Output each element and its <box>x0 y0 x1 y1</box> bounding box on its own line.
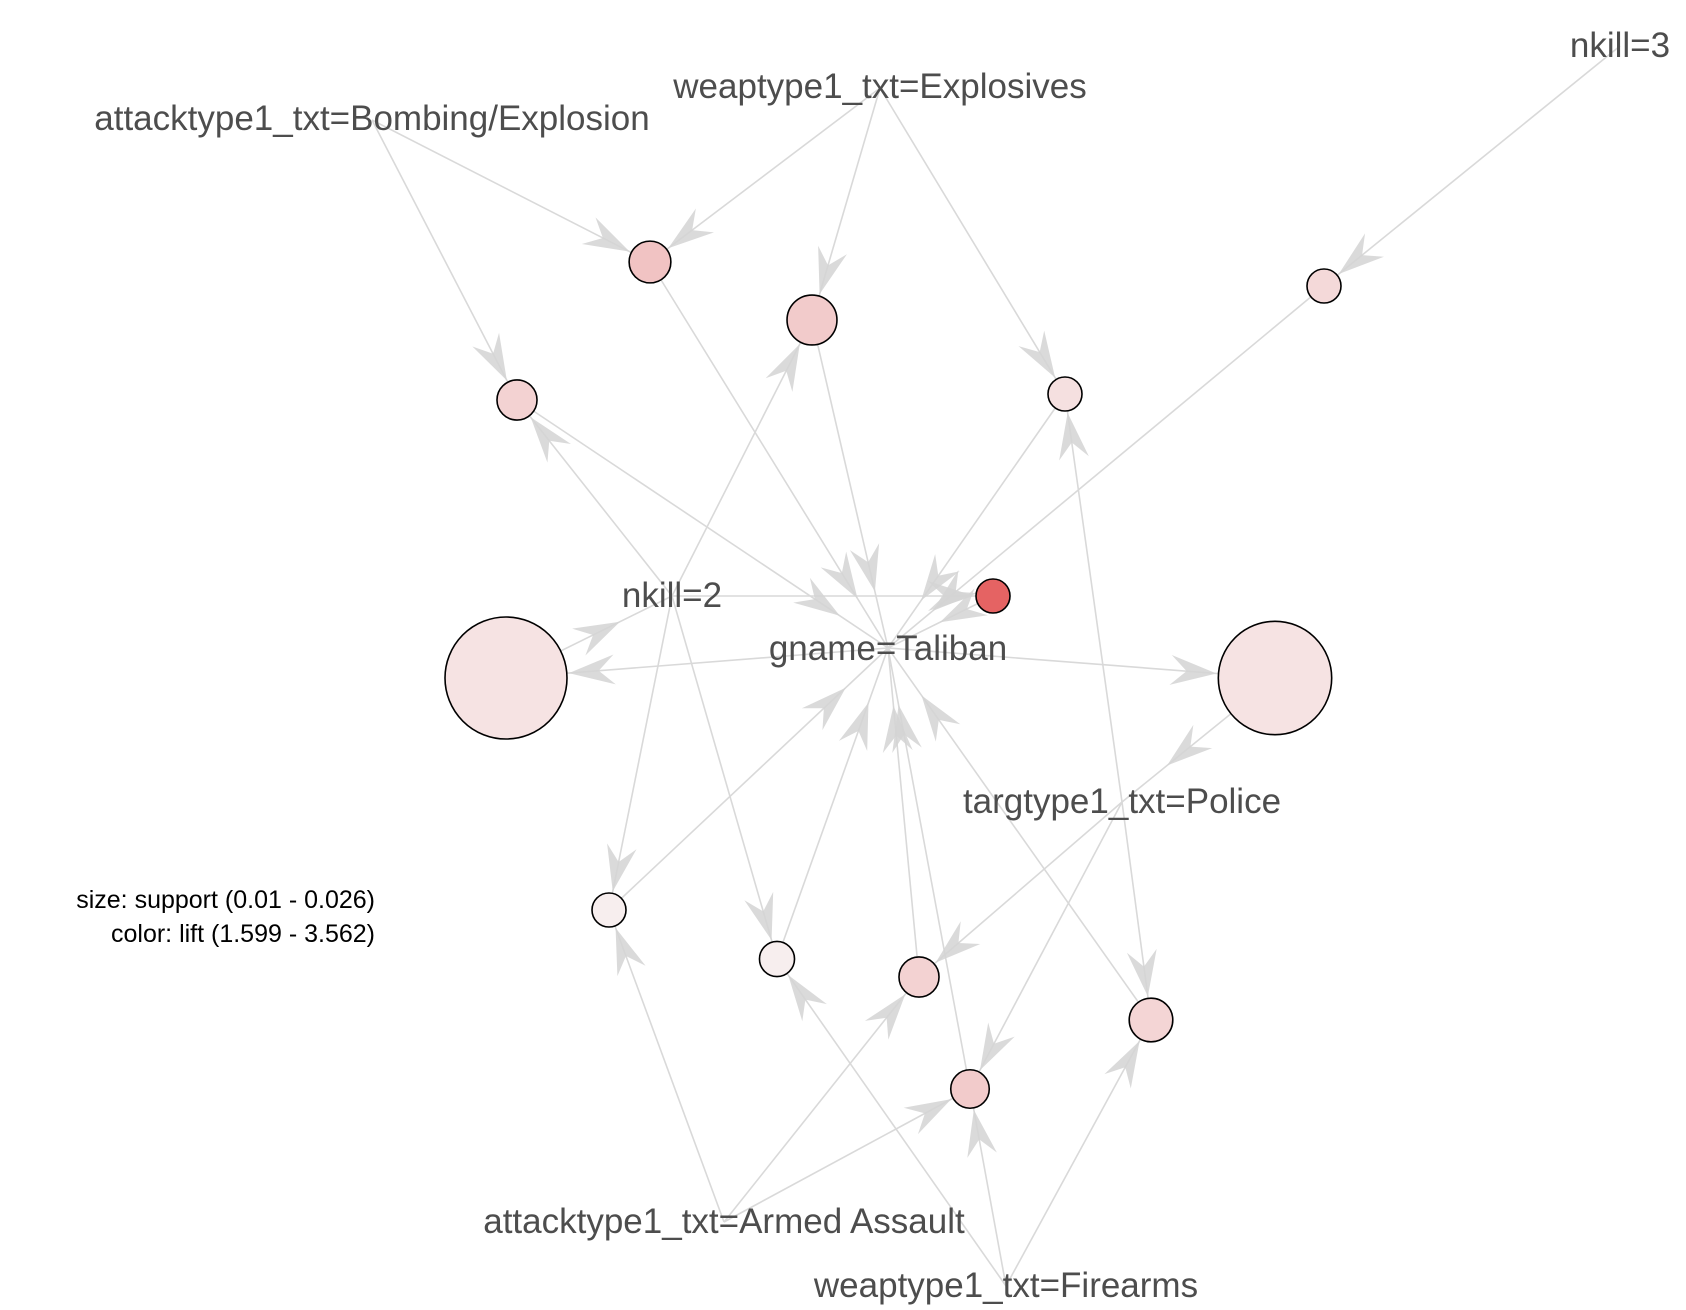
rule-node-r5 <box>1047 376 1083 412</box>
item-label-layer: attacktype1_txt=Bombing/Explosionweaptyp… <box>94 26 1670 1305</box>
edge-police-to-r12 <box>969 801 1123 1090</box>
rule-node-r3 <box>1306 268 1342 304</box>
arrow-armed-to-r11 <box>864 994 906 1040</box>
arrow-nkill2-to-r9 <box>607 843 637 892</box>
edge-r2-to-taliban <box>811 319 889 649</box>
arrow-armed-to-r9 <box>615 927 646 977</box>
rule-node-r6 <box>975 578 1011 614</box>
rule-node-r4 <box>496 379 538 421</box>
arrow-r9-to-taliban <box>801 687 846 731</box>
arrow-r2-to-taliban <box>849 543 880 592</box>
edge-armed-to-r9 <box>608 909 725 1223</box>
edge-bombing-to-r4 <box>371 119 518 401</box>
legend-color-line: color: lift (1.599 - 3.562) <box>111 920 375 948</box>
edge-nkill3-to-r3 <box>1323 45 1621 287</box>
edge-nkill2-to-r10 <box>671 595 778 960</box>
rule-node-r9 <box>591 892 627 928</box>
edge-firearms-to-r10 <box>776 958 1007 1287</box>
arrow-armed-to-r12 <box>903 1099 952 1135</box>
arrow-r6-to-taliban <box>939 588 988 623</box>
item-label-explosives: weaptype1_txt=Explosives <box>672 67 1086 106</box>
edge-r3-to-taliban <box>887 285 1325 649</box>
arrow-bombing-to-r1 <box>581 217 630 252</box>
arrow-explosives-to-r5 <box>1018 330 1056 378</box>
arrow-firearms-to-r13 <box>1104 1040 1140 1089</box>
item-label-bombing: attacktype1_txt=Bombing/Explosion <box>94 99 649 138</box>
item-label-nkill2: nkill=2 <box>622 576 722 615</box>
rule-node-r12 <box>949 1068 991 1110</box>
rule-node-r7 <box>444 616 568 740</box>
edge-r9-to-taliban <box>608 647 889 911</box>
arrow-r5-to-taliban <box>921 554 960 601</box>
arrowhead-layer <box>472 208 1384 1158</box>
arrow-nkill2-to-r10 <box>744 891 774 941</box>
rule-node-layer <box>444 240 1342 1110</box>
legend-size-line: size: support (0.01 - 0.026) <box>76 886 375 914</box>
rule-node-r2 <box>786 294 838 346</box>
rule-node-r1 <box>628 240 672 284</box>
rule-node-r8 <box>1217 620 1333 736</box>
arrow-police-to-r12 <box>979 1022 1015 1071</box>
legend: size: support (0.01 - 0.026) color: lift… <box>76 886 375 948</box>
arrow-nkill2-to-r2 <box>765 344 800 392</box>
arrow-bombing-to-r4 <box>472 332 507 381</box>
edge-r5-to-taliban <box>887 393 1066 649</box>
item-label-nkill3: nkill=3 <box>1570 26 1670 65</box>
rule-node-r11 <box>898 956 940 998</box>
arrow-firearms-to-r10 <box>788 974 827 1022</box>
arrow-firearms-to-r12 <box>967 1109 997 1158</box>
arrow-explosives-to-r1 <box>668 208 714 249</box>
arrow-police-to-r5 <box>1059 412 1089 461</box>
arrow-explosives-to-r2 <box>818 245 847 295</box>
arrow-police-to-r13 <box>1126 948 1157 997</box>
arrow-r12-to-taliban <box>892 705 922 753</box>
arrow-nkill3-to-r3 <box>1338 233 1384 275</box>
arrow-r10-to-taliban <box>838 702 869 751</box>
edge-nkill2-to-r9 <box>608 595 673 911</box>
arrow-r4-to-taliban <box>793 577 840 616</box>
arrow-r1-to-taliban <box>820 551 858 599</box>
arrow-nkill2-to-r4 <box>530 417 571 463</box>
arrow-r8-to-police <box>1167 724 1213 766</box>
item-label-armed: attacktype1_txt=Armed Assault <box>483 1202 965 1241</box>
rule-node-r13 <box>1128 997 1174 1043</box>
rule-node-r10 <box>758 940 796 978</box>
arrow-police-to-r11 <box>935 921 981 963</box>
arrow-nkill2-to-r6 <box>928 581 974 611</box>
item-label-police: targtype1_txt=Police <box>963 782 1281 821</box>
edge-police-to-r5 <box>1064 393 1123 803</box>
edge-armed-to-r11 <box>723 976 920 1223</box>
edge-r10-to-taliban <box>776 647 889 960</box>
arrow-taliban-to-r7 <box>568 654 616 685</box>
item-label-firearms: weaptype1_txt=Firearms <box>813 1266 1198 1305</box>
edge-explosives-to-r5 <box>879 87 1066 395</box>
arrow-r7-to-nkill2 <box>572 621 620 656</box>
arrow-r13-to-taliban <box>921 695 961 742</box>
item-label-taliban: gname=Taliban <box>769 629 1007 668</box>
edge-r11-to-taliban <box>887 647 920 978</box>
arrow-taliban-to-r8 <box>1169 654 1217 685</box>
